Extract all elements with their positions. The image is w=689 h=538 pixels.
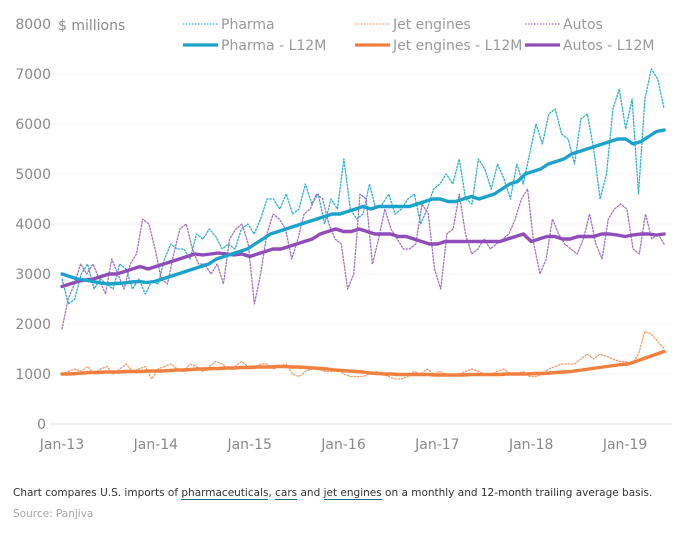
x-tick-label: Jan-19 xyxy=(602,437,647,453)
x-tick-label: Jan-13 xyxy=(39,437,84,453)
series-group xyxy=(60,68,666,380)
source-note: Source: Panjiva xyxy=(13,508,94,520)
link-cars[interactable]: cars xyxy=(275,487,298,500)
chart-caption: Chart compares U.S. imports of pharmaceu… xyxy=(13,487,653,500)
legend-label: Autos - L12M xyxy=(563,38,654,54)
x-tick-label: Jan-15 xyxy=(226,437,271,453)
y-tick-label: 5000 xyxy=(15,167,51,183)
gridlines xyxy=(50,73,672,425)
y-tick-label: 0 xyxy=(37,417,46,433)
x-tick-label: Jan-14 xyxy=(133,437,179,453)
x-tick-label: Jan-17 xyxy=(414,437,459,453)
caption-suffix: on a monthly and 12-month trailing avera… xyxy=(381,487,653,499)
legend: Pharma Jet engines Autos Pharma - L12M Jet e… xyxy=(183,17,654,54)
caption-sep1: , xyxy=(268,487,276,499)
link-jet-engines[interactable]: jet engines xyxy=(323,487,382,500)
link-pharmaceuticals[interactable]: pharmaceuticals xyxy=(181,487,269,500)
line-chart: 0 1000 2000 3000 4000 5000 6000 7000 8000 $ mill… xyxy=(15,17,672,453)
y-tick-label: 1000 xyxy=(15,367,51,383)
series-line-pharma-l12m xyxy=(60,128,666,286)
unit-label: $ millions xyxy=(58,18,125,34)
series-line-autos xyxy=(61,188,665,330)
y-tick-label: 8000 xyxy=(15,17,51,33)
caption-prefix: Chart compares U.S. imports of xyxy=(13,487,182,499)
legend-label: Autos xyxy=(563,17,603,33)
y-tick-label: 7000 xyxy=(15,67,51,83)
y-tick-label: 2000 xyxy=(15,317,51,333)
x-axis-ticks: Jan-13 Jan-14 Jan-15 Jan-16 Jan-17 Jan-18 Jan-… xyxy=(39,437,647,453)
legend-label: Jet engines xyxy=(392,17,471,33)
y-tick-label: 3000 xyxy=(15,267,51,283)
series-line-pharma xyxy=(61,68,665,305)
series-line-autos-l12m xyxy=(60,227,666,289)
y-tick-label: 6000 xyxy=(15,117,51,133)
series-line-jet-engines-l12m xyxy=(60,349,666,377)
y-tick-label: 4000 xyxy=(15,217,51,233)
legend-label: Pharma xyxy=(221,17,275,33)
y-axis-ticks: 0 1000 2000 3000 4000 5000 6000 7000 8000 xyxy=(15,17,51,433)
legend-label: Pharma - L12M xyxy=(221,38,326,54)
x-tick-label: Jan-18 xyxy=(508,437,553,453)
caption-sep2: and xyxy=(297,487,324,499)
x-tick-label: Jan-16 xyxy=(320,437,366,453)
legend-label: Jet engines - L12M xyxy=(392,38,522,54)
series-line-jet-engines xyxy=(61,330,665,380)
